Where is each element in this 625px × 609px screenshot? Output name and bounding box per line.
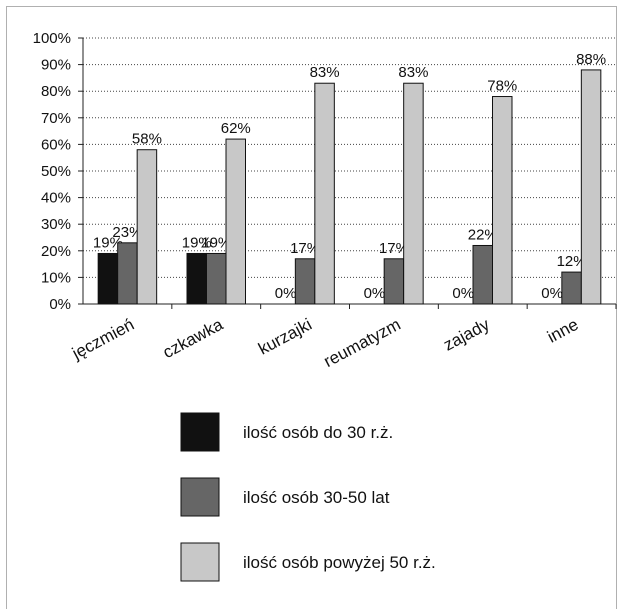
y-tick-label: 40%: [41, 190, 71, 207]
legend-label: ilość osób powyżej 50 r.ż.: [243, 553, 436, 572]
bar: [206, 252, 227, 305]
legend-label: ilość osób do 30 r.ż.: [243, 423, 393, 442]
y-tick-label: 10%: [41, 269, 71, 286]
bar: [97, 252, 119, 305]
data-label: 0%: [452, 285, 474, 302]
data-label: 83%: [398, 64, 428, 81]
legend-swatch: [180, 542, 220, 582]
data-label: 19%: [201, 234, 231, 251]
bar: [117, 242, 138, 305]
bar: [561, 271, 582, 305]
legend-swatch: [180, 412, 220, 452]
data-label: 19%: [93, 234, 123, 251]
data-label: 17%: [379, 240, 409, 257]
y-tick-label: 0%: [49, 296, 71, 313]
x-category-label: reumatyzm: [321, 315, 404, 371]
bar: [580, 69, 602, 305]
bar: [136, 149, 158, 305]
data-label: 62%: [221, 120, 251, 137]
data-label: 0%: [364, 285, 386, 302]
data-label: 83%: [310, 64, 340, 81]
data-label: 19%: [182, 234, 212, 251]
legend-swatch: [180, 477, 220, 517]
y-tick-label: 80%: [41, 83, 71, 100]
legend-label: ilość osób 30-50 lat: [243, 488, 390, 507]
bar: [492, 96, 513, 305]
data-label: 88%: [576, 51, 606, 68]
data-label: 17%: [290, 240, 320, 257]
x-category-label: czkawka: [160, 315, 227, 363]
data-label: 0%: [275, 285, 297, 302]
y-tick-label: 60%: [41, 136, 71, 153]
data-label: 78%: [487, 78, 517, 95]
x-category-label: kurzajki: [255, 315, 315, 359]
y-tick-label: 30%: [41, 216, 71, 233]
x-category-label: jęczmień: [68, 315, 137, 364]
bar: [186, 252, 207, 305]
x-category-label: inne: [544, 315, 581, 347]
y-tick-label: 100%: [33, 30, 71, 47]
y-tick-label: 70%: [41, 110, 71, 127]
bar: [383, 258, 405, 305]
y-tick-label: 50%: [41, 163, 71, 180]
x-category-label: zajady: [440, 315, 493, 355]
bar: [225, 138, 246, 305]
y-tick-label: 20%: [41, 243, 71, 260]
y-tick-label: 90%: [41, 57, 71, 74]
data-label: 23%: [112, 224, 142, 241]
bar: [294, 258, 316, 305]
data-label: 58%: [132, 131, 162, 148]
bar: [472, 244, 493, 305]
data-label: 22%: [468, 226, 498, 243]
bar: [314, 82, 335, 305]
data-label: 0%: [541, 285, 563, 302]
data-label: 12%: [557, 253, 587, 270]
bar: [403, 82, 424, 305]
